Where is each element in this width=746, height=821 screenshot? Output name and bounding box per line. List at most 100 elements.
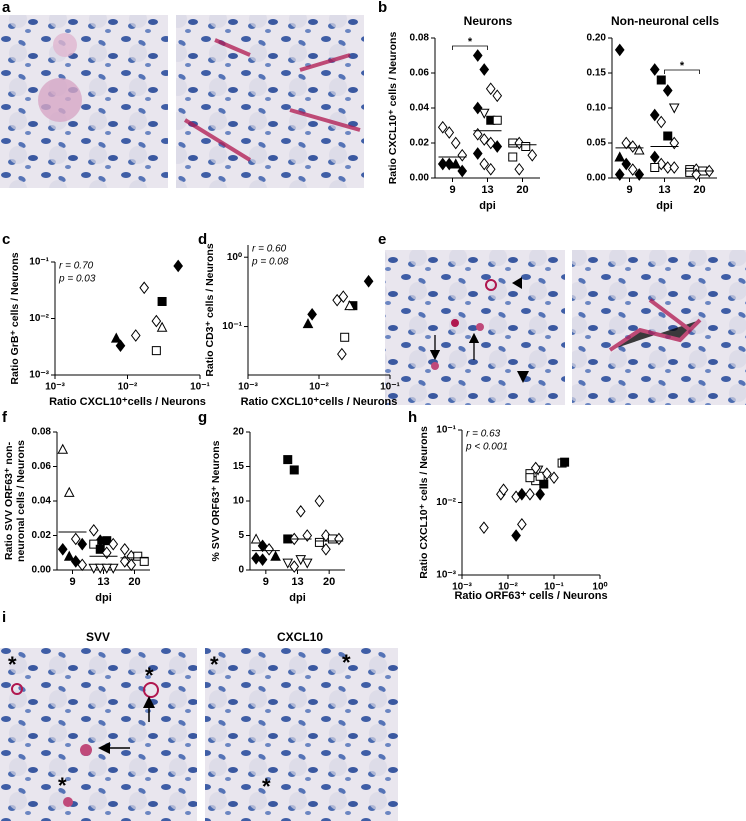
point: [457, 164, 468, 178]
point: [472, 49, 483, 62]
point: [139, 556, 149, 566]
point: [479, 133, 490, 146]
point: [70, 555, 81, 568]
y-axis-label: Ratio CXCL10⁺ cells / Neurons: [387, 32, 399, 185]
x-tick-label: 9: [263, 576, 269, 588]
point: [621, 136, 632, 150]
point: [57, 542, 68, 556]
point: [649, 150, 660, 164]
point: [650, 163, 660, 172]
point: [514, 162, 525, 176]
point: [102, 536, 112, 546]
y-axis-label: neuronal cells / Neurons: [15, 440, 27, 562]
micrographs: [0, 15, 746, 821]
point: [314, 537, 324, 547]
point: [669, 161, 680, 174]
y-tick-label: 10⁻³: [29, 370, 49, 381]
point: [614, 168, 625, 181]
x-tick-label: 20: [693, 184, 705, 196]
point: [485, 82, 496, 96]
significance-bracket: [664, 69, 700, 74]
y-tick-label: 5: [238, 530, 244, 541]
y-tick-label: 10⁻¹: [436, 425, 456, 436]
x-axis-label: Ratio CXCL10⁺cells / Neurons: [49, 396, 206, 408]
x-axis-label: dpi: [479, 200, 496, 212]
point: [289, 560, 300, 573]
point: [257, 553, 268, 566]
annotation: r = 0.70: [59, 261, 94, 272]
point: [151, 346, 161, 356]
annotation: p = 0.08: [251, 257, 289, 268]
point: [527, 148, 538, 162]
x-tick-label: 13: [481, 184, 493, 196]
micrograph: [0, 648, 197, 821]
asterisk: *: [58, 773, 67, 798]
y-tick-label: 0.06: [410, 68, 430, 79]
point: [264, 542, 274, 556]
panel-title: SVV: [86, 630, 110, 644]
point: [649, 63, 660, 76]
point: [457, 148, 468, 162]
micrograph: [0, 15, 168, 188]
point: [656, 75, 666, 85]
point: [542, 467, 552, 480]
point: [479, 157, 490, 171]
stain: [431, 362, 439, 370]
point: [282, 558, 294, 569]
point: [492, 140, 503, 153]
x-tick-label: 20: [128, 576, 140, 588]
point: [363, 274, 374, 288]
point: [549, 471, 559, 484]
y-tick-label: 0.04: [32, 496, 52, 507]
point: [492, 115, 502, 125]
micrograph: [572, 250, 746, 405]
significance-label: *: [468, 36, 473, 48]
stain: [608, 298, 702, 352]
point: [634, 168, 645, 181]
point: [662, 84, 673, 97]
point: [511, 529, 521, 542]
x-tick-label: 13: [97, 576, 109, 588]
point: [139, 281, 150, 295]
panel-label: h: [408, 409, 417, 426]
y-tick-label: 10: [233, 496, 245, 507]
annotation: p < 0.001: [465, 442, 508, 453]
point: [535, 487, 545, 501]
y-tick-label: 0.00: [32, 565, 52, 576]
point: [478, 108, 490, 119]
x-tick-label: 10⁻¹: [190, 382, 210, 393]
point: [668, 103, 680, 114]
point: [89, 539, 99, 549]
point: [101, 563, 113, 574]
point: [498, 483, 509, 497]
point: [63, 550, 75, 561]
panel-label: b: [378, 0, 387, 16]
point: [337, 347, 347, 361]
y-tick-label: 20: [233, 427, 245, 438]
y-tick-label: 10⁻¹: [29, 257, 49, 268]
point: [525, 487, 535, 501]
point: [444, 126, 455, 139]
micrograph: [205, 648, 398, 821]
y-tick-label: 0.00: [587, 173, 607, 184]
stain: [476, 323, 484, 331]
point: [156, 321, 168, 332]
point: [340, 332, 350, 342]
x-tick-label: 13: [291, 576, 303, 588]
point: [295, 505, 306, 518]
x-tick-label: 20: [323, 576, 335, 588]
asterisk: *: [342, 650, 351, 675]
point: [110, 332, 122, 343]
x-tick-label: 13: [658, 184, 670, 196]
point: [621, 157, 632, 171]
x-axis-label: dpi: [656, 200, 673, 212]
point: [539, 479, 549, 489]
point: [649, 108, 660, 122]
x-tick-label: 20: [516, 184, 528, 196]
point: [530, 461, 541, 475]
point: [126, 558, 137, 572]
point: [301, 558, 313, 569]
asterisk: *: [145, 663, 154, 688]
panel-label: g: [198, 409, 207, 426]
annotation: r = 0.63: [466, 429, 501, 440]
